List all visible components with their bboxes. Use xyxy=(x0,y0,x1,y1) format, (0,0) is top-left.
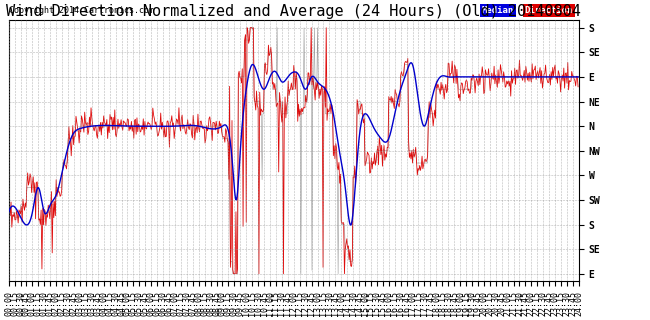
Text: Copyright 2014 Cartronics.com: Copyright 2014 Cartronics.com xyxy=(8,6,153,15)
Text: Direction: Direction xyxy=(525,6,573,15)
Title: Wind Direction Normalized and Average (24 Hours) (Old) 20140804: Wind Direction Normalized and Average (2… xyxy=(6,4,581,19)
Text: Median: Median xyxy=(482,6,514,15)
